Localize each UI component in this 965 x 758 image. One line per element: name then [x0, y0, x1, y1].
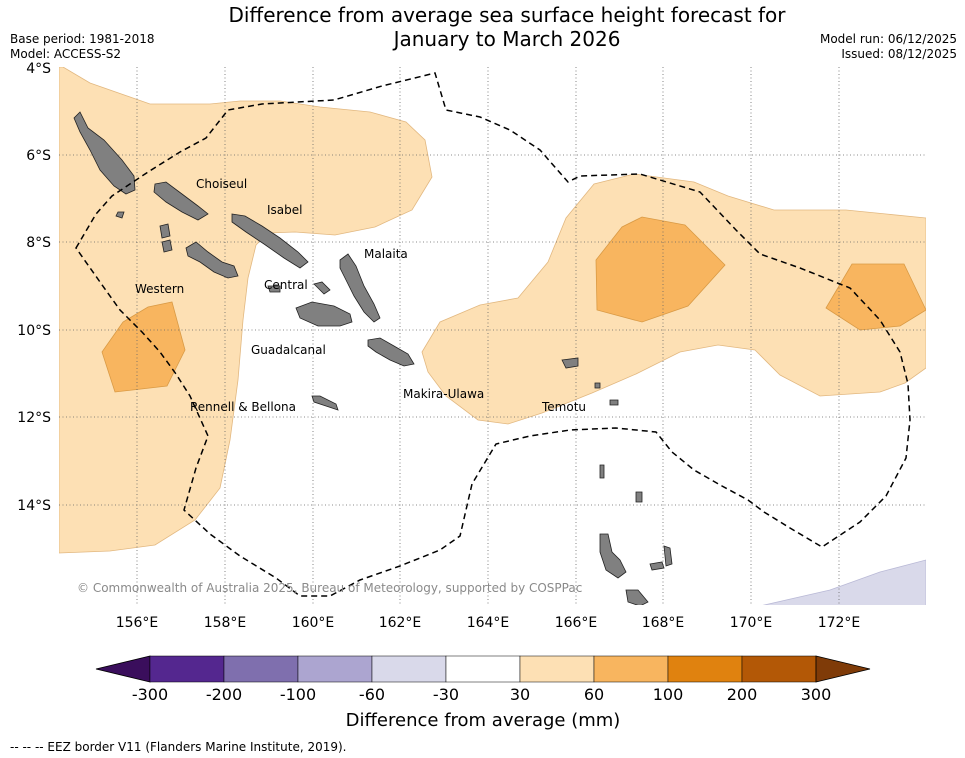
island-new-georgia	[185, 241, 239, 279]
lat-tick: 4°S	[26, 61, 51, 77]
model-name: Model: ACCESS-S2	[10, 47, 122, 61]
island-vella	[159, 223, 171, 239]
label-western: Western	[135, 282, 184, 296]
label-rennell-bellona: Rennell & Bellona	[190, 400, 296, 414]
island-santa-cruz	[561, 357, 579, 369]
lon-tick: 166°E	[555, 615, 598, 631]
lon-tick: 162°E	[379, 615, 422, 631]
anomaly-far-east-core	[825, 263, 926, 331]
colorbar-tick: -100	[280, 685, 316, 704]
colorbar-tick: 100	[653, 685, 684, 704]
chart-title: Difference from average sea surface heig…	[0, 3, 965, 51]
colorbar-segment	[223, 655, 299, 683]
anomaly-east-core	[595, 216, 726, 323]
label-central: Central	[264, 278, 308, 292]
colorbar-tick: -200	[206, 685, 242, 704]
colorbar-tick: 60	[584, 685, 604, 704]
label-choiseul: Choiseul	[196, 177, 247, 191]
lon-tick: 160°E	[292, 615, 335, 631]
island-shortland	[115, 211, 125, 219]
island-espiritu-santo	[599, 533, 627, 579]
meta-left: Base period: 1981-2018 Model: ACCESS-S2	[10, 32, 155, 62]
model-run: Model run: 06/12/2025	[819, 32, 957, 46]
base-period: Base period: 1981-2018	[10, 32, 155, 46]
island-bougainville	[73, 111, 136, 195]
colorbar-tick: -30	[433, 685, 459, 704]
island-choiseul	[153, 181, 209, 221]
title-line-2: January to March 2026	[393, 27, 621, 51]
colorbar-tick: 30	[510, 685, 530, 704]
colorbar-tick: 300	[801, 685, 832, 704]
label-temotu: Temotu	[541, 400, 586, 414]
island-maewo	[663, 545, 673, 567]
eez-border	[75, 72, 911, 597]
island-florida	[313, 281, 331, 295]
island-russell	[267, 285, 281, 293]
colorbar-tick: 200	[727, 685, 758, 704]
island-makira	[367, 337, 415, 367]
island-malekula	[625, 589, 649, 605]
colorbar-tick: -60	[359, 685, 385, 704]
lat-tick: 8°S	[26, 235, 51, 251]
credit-text: © Commonwealth of Australia 2025, Bureau…	[77, 581, 582, 595]
island-banks	[635, 491, 643, 503]
title-line-1: Difference from average sea surface heig…	[228, 3, 786, 27]
colorbar-extend-low	[95, 655, 151, 683]
island-ambae	[649, 561, 665, 571]
lon-tick: 164°E	[467, 615, 510, 631]
anomaly-60-100	[101, 216, 926, 393]
island-isabel	[231, 213, 309, 269]
lon-tick: 168°E	[642, 615, 685, 631]
colorbar-segment	[445, 655, 521, 683]
lon-tick: 172°E	[818, 615, 861, 631]
colorbar-segment	[371, 655, 447, 683]
colorbar-tick: -300	[132, 685, 168, 704]
island-vanikoro	[594, 382, 601, 389]
label-guadalcanal: Guadalcanal	[251, 343, 326, 357]
lat-ticks: 4°S 6°S 8°S 10°S 12°S 14°S	[17, 61, 51, 514]
colorbar-extend-high	[815, 655, 871, 683]
colorbar: -300 -200 -100 -60 -30 30 60 100 200 300…	[95, 655, 871, 731]
colorbar-segment	[667, 655, 743, 683]
island-kolombangara	[161, 239, 173, 253]
gridlines	[59, 67, 926, 605]
island-guadalcanal	[295, 301, 353, 327]
colorbar-segment	[593, 655, 669, 683]
lat-tick: 10°S	[17, 323, 51, 339]
anomaly-negative-southeast	[762, 559, 926, 605]
footer-note: -- -- -- EEZ border V11 (Flanders Marine…	[10, 740, 347, 754]
anomaly-west-core	[101, 301, 186, 393]
colorbar-segment	[519, 655, 595, 683]
lat-tick: 6°S	[26, 148, 51, 164]
islands	[73, 111, 673, 605]
colorbar-title: Difference from average (mm)	[346, 710, 621, 731]
lon-ticks: 156°E 158°E 160°E 162°E 164°E 166°E 168°…	[116, 615, 861, 631]
label-malaita: Malaita	[364, 247, 408, 261]
lon-tick: 156°E	[116, 615, 159, 631]
lat-tick: 12°S	[17, 410, 51, 426]
island-torres	[599, 464, 605, 479]
lon-tick: 170°E	[730, 615, 773, 631]
island-utupua	[609, 399, 619, 406]
colorbar-segment	[149, 655, 225, 683]
map-area: Choiseul Isabel Malaita Western Central …	[59, 67, 926, 605]
lat-tick: 14°S	[17, 498, 51, 514]
colorbar-segment	[297, 655, 373, 683]
meta-right: Model run: 06/12/2025 Issued: 08/12/2025	[820, 32, 957, 62]
label-makira-ulawa: Makira-Ulawa	[403, 387, 484, 401]
island-malaita	[339, 253, 381, 323]
lon-tick: 158°E	[204, 615, 247, 631]
colorbar-segment	[741, 655, 817, 683]
label-isabel: Isabel	[267, 203, 302, 217]
island-rennell	[311, 395, 339, 411]
issued-date: Issued: 08/12/2025	[841, 47, 957, 61]
